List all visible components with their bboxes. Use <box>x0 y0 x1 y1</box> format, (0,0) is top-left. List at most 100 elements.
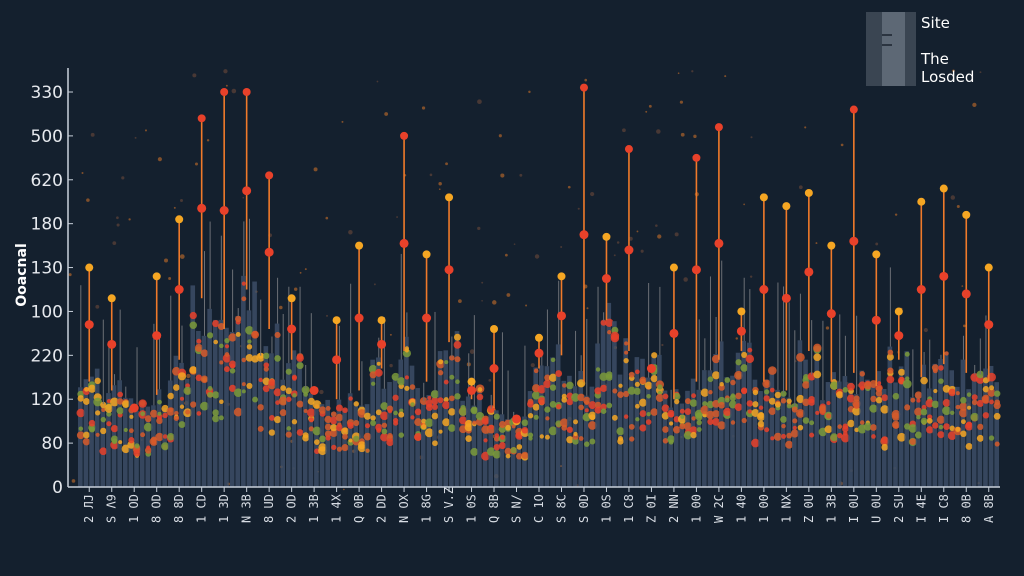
data-point <box>691 393 697 399</box>
sparkle-dot <box>376 80 379 83</box>
data-point <box>881 394 889 402</box>
data-point <box>572 437 580 445</box>
legend-icon <box>866 12 916 86</box>
data-point <box>689 399 698 407</box>
data-point <box>802 381 810 389</box>
data-point <box>106 399 111 404</box>
peak-point <box>242 88 251 96</box>
data-point <box>168 407 173 413</box>
data-point <box>194 343 203 352</box>
data-point <box>718 384 725 391</box>
sparkle-dot <box>481 299 483 302</box>
peak-point <box>872 250 881 259</box>
sparkle-dot <box>438 188 441 191</box>
data-point <box>955 426 961 432</box>
data-point <box>706 400 715 409</box>
x-tick-label: 2 ЛЈ <box>82 494 96 523</box>
data-point <box>638 398 648 407</box>
bar <box>673 389 679 487</box>
data-point <box>312 400 322 409</box>
data-point <box>100 401 107 409</box>
bar <box>718 341 724 487</box>
sparkle-dot <box>875 242 879 246</box>
sparkle-dot <box>498 134 502 138</box>
sparkle-dot <box>194 162 199 166</box>
mid-point <box>691 265 701 275</box>
data-point <box>89 426 96 433</box>
data-point <box>129 428 134 434</box>
data-point <box>527 432 534 438</box>
bar <box>893 382 898 487</box>
data-point <box>683 431 693 440</box>
data-point <box>314 439 320 446</box>
data-point <box>809 420 815 426</box>
data-point <box>235 315 242 323</box>
data-point <box>431 412 439 420</box>
mid-point <box>894 331 904 341</box>
data-point <box>679 423 686 430</box>
y-axis-label: Ooacnal <box>14 243 30 306</box>
data-point <box>448 408 456 416</box>
x-tick-label: S N/ <box>510 494 524 523</box>
x-tick-label: Z 0U <box>802 494 816 523</box>
sparkle-dot <box>144 129 148 132</box>
bar <box>190 285 196 487</box>
data-point <box>886 375 895 384</box>
data-point <box>970 412 979 422</box>
data-point <box>955 391 960 396</box>
data-point <box>960 396 967 404</box>
data-point <box>442 418 451 427</box>
data-point <box>95 410 101 416</box>
sparkle-dot <box>513 243 516 245</box>
sparkle-dot <box>804 126 807 129</box>
data-point <box>363 432 372 441</box>
x-tick-label: 1 CD <box>195 494 209 523</box>
data-point <box>144 415 152 423</box>
data-point <box>863 422 872 431</box>
sparkle-dot <box>645 110 648 113</box>
data-point <box>437 397 444 404</box>
data-point <box>870 424 877 431</box>
x-tick-label: N 3B <box>240 494 254 523</box>
sparkle-dot <box>173 206 176 209</box>
data-point <box>200 401 209 411</box>
data-point <box>594 401 602 409</box>
data-point <box>348 396 353 401</box>
data-point <box>123 427 128 433</box>
data-point <box>370 419 377 427</box>
data-point <box>578 404 585 411</box>
data-point <box>308 417 314 423</box>
data-point <box>247 339 252 344</box>
bar <box>106 393 111 487</box>
data-point <box>677 414 687 424</box>
sparkle-dot <box>343 488 345 491</box>
data-point <box>813 353 822 362</box>
sparkle-dot <box>421 106 426 110</box>
data-point <box>802 417 810 424</box>
data-point <box>910 397 916 403</box>
bar <box>449 356 454 487</box>
data-point <box>516 452 523 460</box>
data-point <box>430 389 440 399</box>
data-point <box>492 450 502 459</box>
data-point <box>241 357 247 363</box>
sparkle-dot <box>438 182 442 186</box>
sparkle-dot <box>299 271 302 274</box>
data-point <box>989 399 994 405</box>
data-point <box>212 415 220 423</box>
bar <box>404 336 409 487</box>
data-point <box>971 399 978 406</box>
data-point <box>904 351 910 357</box>
y-tick-label: 330 <box>31 83 63 103</box>
mid-point <box>916 285 926 294</box>
sparkle-dot <box>81 172 84 175</box>
mid-point <box>849 236 859 246</box>
sparkle-dot <box>724 75 727 78</box>
mid-point <box>489 364 499 373</box>
sparkle-dot <box>492 300 497 305</box>
mid-point <box>871 315 881 325</box>
sparkle-dot <box>128 218 131 221</box>
data-point <box>505 453 511 459</box>
data-point <box>189 311 197 320</box>
